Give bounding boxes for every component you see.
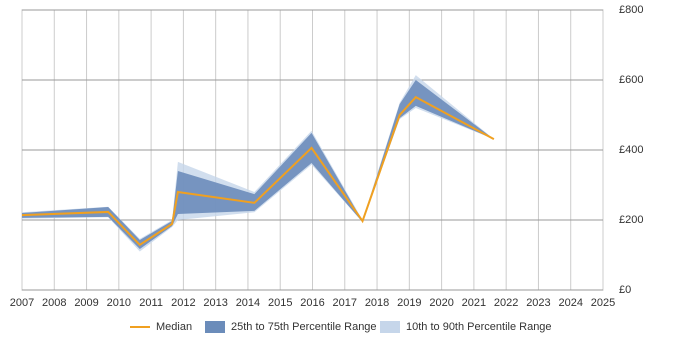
y-tick-label: £200 (619, 214, 643, 226)
x-tick-label: 2011 (139, 297, 163, 309)
y-tick-label: £0 (619, 284, 631, 296)
x-tick-label: 2015 (268, 297, 292, 309)
x-tick-label: 2007 (10, 297, 34, 309)
legend-label: 10th to 90th Percentile Range (406, 321, 552, 333)
x-tick-label: 2020 (429, 297, 453, 309)
x-tick-label: 2025 (591, 297, 615, 309)
y-tick-label: £600 (619, 74, 643, 86)
x-tick-label: 2021 (462, 297, 486, 309)
y-tick-label: £800 (619, 4, 643, 16)
x-tick-label: 2022 (494, 297, 518, 309)
x-tick-label: 2018 (365, 297, 389, 309)
x-tick-label: 2012 (171, 297, 195, 309)
x-tick-label: 2017 (333, 297, 357, 309)
x-tick-label: 2013 (203, 297, 227, 309)
x-tick-label: 2009 (74, 297, 98, 309)
x-tick-label: 2023 (526, 297, 550, 309)
x-tick-label: 2008 (42, 297, 66, 309)
x-tick-label: 2016 (300, 297, 324, 309)
x-tick-label: 2019 (397, 297, 421, 309)
legend-label: Median (156, 321, 192, 333)
y-tick-label: £400 (619, 144, 643, 156)
x-tick-label: 2014 (236, 297, 260, 309)
x-tick-label: 2010 (107, 297, 131, 309)
median-line (21, 95, 495, 247)
legend-swatch (380, 321, 400, 333)
legend-swatch (205, 321, 225, 333)
legend-label: 25th to 75th Percentile Range (231, 321, 377, 333)
x-tick-label: 2024 (558, 297, 582, 309)
